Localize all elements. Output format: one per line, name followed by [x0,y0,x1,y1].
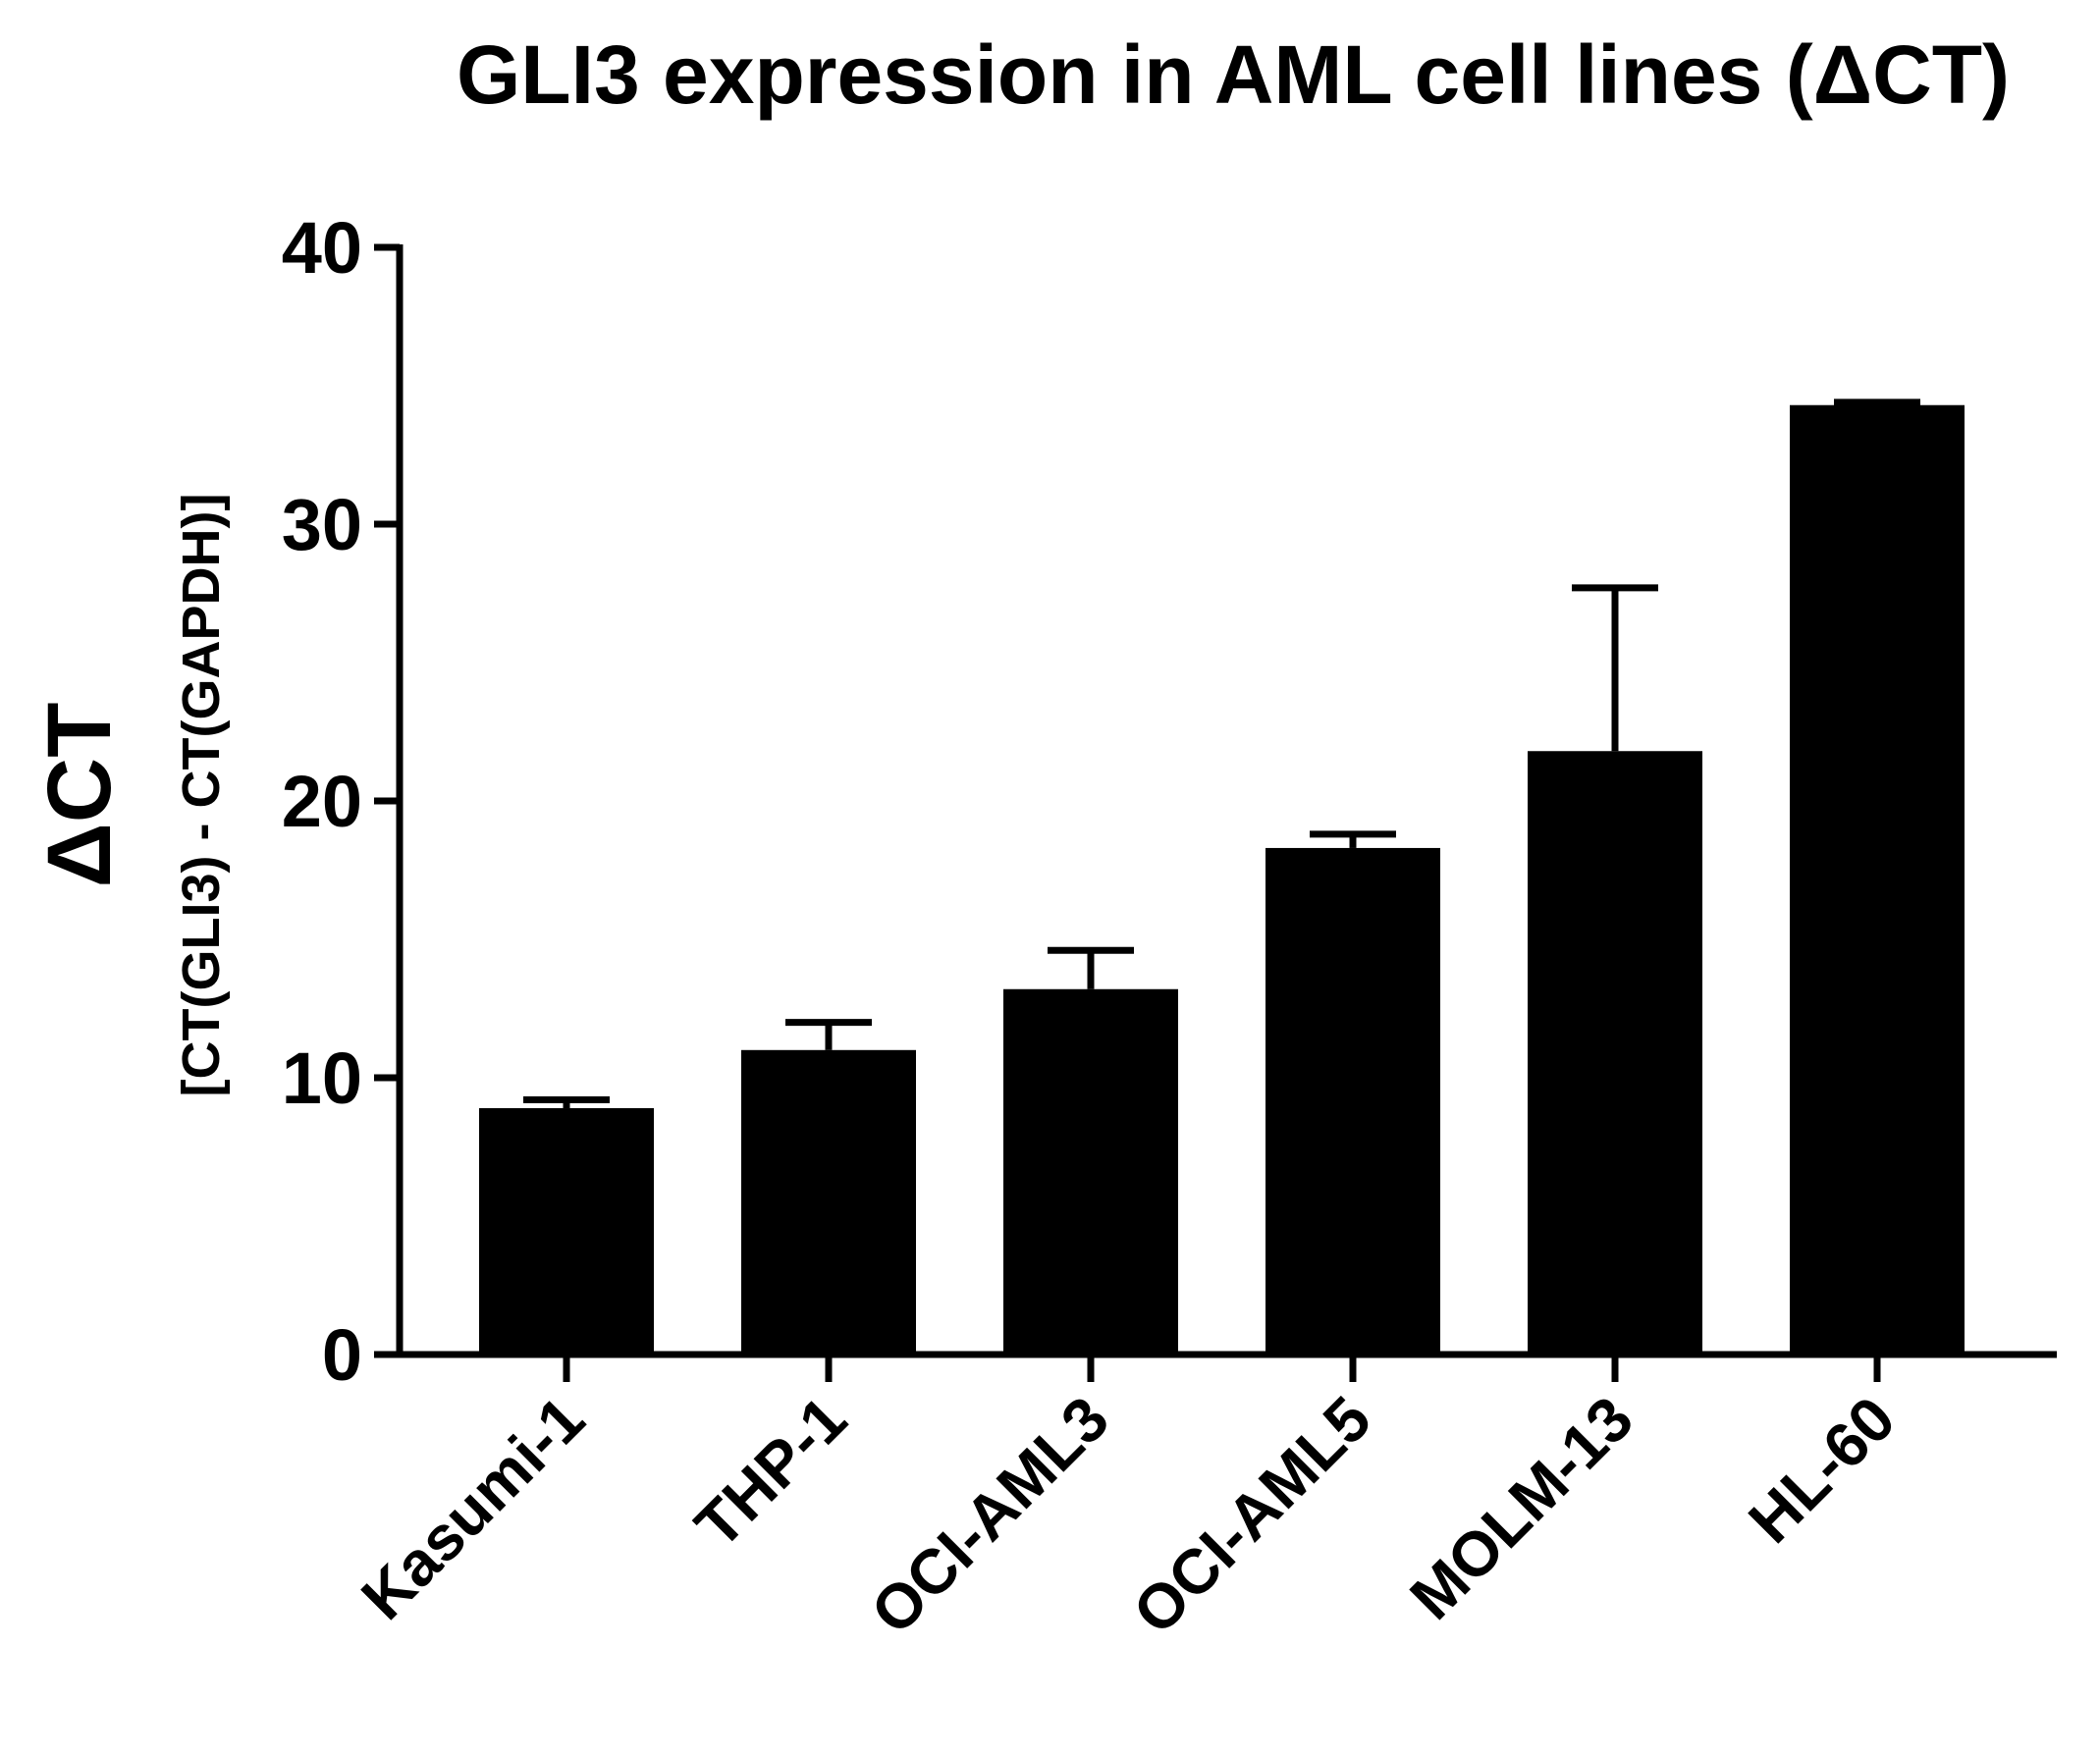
x-tick-label: MOLM-13 [1396,1383,1646,1633]
x-tick-label: THP-1 [681,1383,860,1562]
y-axis-label-sub: [CT(GLI3) - CT(GAPDH)] [172,494,231,1097]
bar [741,1049,916,1355]
y-tick-label: 10 [282,1037,362,1119]
bar [1790,404,1965,1355]
y-axis-label-main: ΔCT [29,703,130,888]
y-axis-ticks: 0 10 20 30 40 [282,207,400,1396]
y-tick-label: 0 [322,1314,362,1396]
error-bars [523,399,1920,1109]
y-tick-label: 40 [282,207,362,289]
x-tick-label: HL-60 [1735,1383,1909,1557]
y-tick-label: 20 [282,761,362,842]
bar [1528,751,1702,1355]
x-tick-label: Kasumi-1 [348,1383,598,1633]
chart-title: GLI3 expression in AML cell lines (ΔCT) [457,28,2010,121]
x-tick-label: OCI-AML3 [857,1383,1122,1648]
y-tick-label: 30 [282,484,362,565]
bars [479,404,1965,1355]
bar [1003,988,1178,1355]
y-axis-label: ΔCT [CT(GLI3) - CT(GAPDH)] [29,494,231,1097]
bar [479,1108,654,1355]
bar [1265,847,1440,1355]
x-tick-label: OCI-AML5 [1119,1383,1384,1648]
